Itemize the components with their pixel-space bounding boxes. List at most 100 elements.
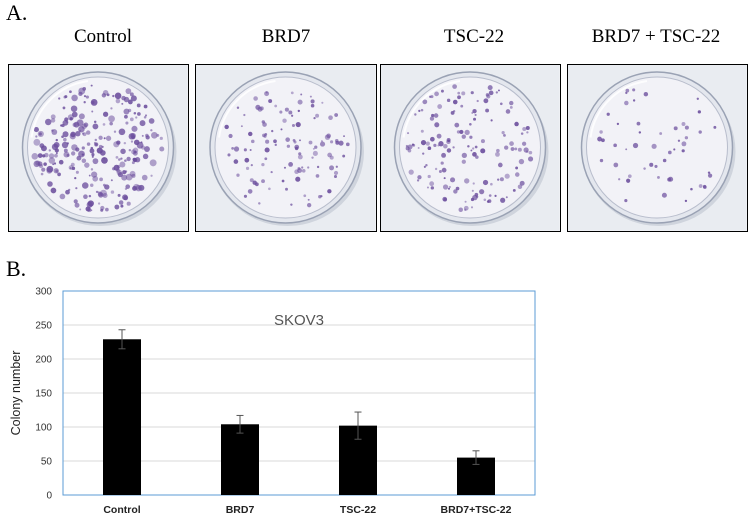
colony-dot (333, 174, 338, 179)
colony-dot (290, 91, 294, 95)
colony-dot (627, 174, 632, 179)
colony-dot (57, 172, 61, 177)
colony-dot (416, 179, 420, 182)
plate-photo-brd7-tsc22 (567, 64, 748, 232)
colony-dot (236, 106, 240, 109)
colony-dot (99, 177, 103, 182)
bar (103, 339, 141, 495)
colony-dot (677, 139, 681, 142)
colony-dot (39, 143, 45, 149)
colony-dot (459, 129, 464, 135)
colony-dot (452, 84, 457, 89)
colony-dot (625, 88, 630, 93)
colony-dot (105, 207, 109, 212)
colony-dot (118, 200, 124, 205)
colony-dot (38, 132, 42, 136)
colony-dot (438, 141, 444, 147)
colony-dot (90, 84, 93, 87)
colony-dot (463, 205, 469, 211)
colony-dot (94, 138, 98, 142)
colony-dot (295, 176, 301, 182)
colony-dot (430, 186, 435, 190)
colony-dot (437, 104, 443, 109)
colony-dot (474, 192, 479, 197)
colony-dot (88, 174, 91, 177)
colony-dot (487, 199, 492, 203)
colony-dot (456, 130, 461, 134)
colony-dot (643, 91, 649, 97)
colony-dot (129, 117, 134, 122)
colony-dot (70, 131, 76, 138)
colony-dot (54, 153, 58, 158)
colony-dot (668, 150, 672, 155)
colony-dot (480, 148, 486, 154)
colony-dot (319, 141, 326, 147)
colony-dot (261, 163, 265, 167)
colony-dot (485, 108, 490, 113)
colony-dot (110, 190, 115, 194)
colony-dot (284, 107, 289, 112)
colony-dot (76, 119, 84, 127)
colony-dot (43, 162, 47, 166)
colony-dot (78, 113, 85, 120)
chart-bars (103, 329, 495, 495)
colony-dot (33, 127, 39, 133)
colony-dot (233, 159, 239, 164)
colony-dot (248, 131, 253, 137)
colony-dot (681, 141, 687, 147)
colony-dot (290, 203, 293, 206)
colony-dot (343, 135, 345, 138)
colony-dot (470, 149, 473, 152)
colony-dot (526, 131, 529, 134)
colony-dot (483, 98, 489, 104)
colony-dot (471, 111, 474, 114)
colony-dot (51, 129, 58, 135)
colony-dot (143, 115, 147, 119)
colony-dot (659, 132, 663, 135)
colony-dot (681, 122, 686, 126)
colony-dot (35, 135, 38, 138)
colony-dot (434, 122, 440, 128)
colony-dot (227, 153, 231, 157)
colony-dot (503, 133, 506, 137)
colony-dot (122, 170, 127, 175)
colony-dot (53, 162, 57, 165)
colony-dot (261, 179, 265, 184)
colony-dot (301, 169, 306, 173)
colony-dot (279, 110, 283, 114)
error-bar (236, 414, 244, 434)
colony-dot (335, 138, 339, 143)
colony-dot (505, 196, 508, 199)
colony-dot (98, 192, 104, 198)
colony-dot (92, 158, 99, 165)
colony-dot (98, 144, 103, 149)
colony-dot (433, 143, 437, 147)
colony-dot (298, 152, 302, 156)
colony-dot (327, 189, 332, 194)
colony-dot (461, 152, 467, 159)
colony-dot (442, 196, 448, 202)
colony-dot (517, 147, 522, 152)
colony-dot (476, 195, 479, 198)
colony-dot (265, 139, 270, 144)
colony-dot (142, 153, 149, 160)
y-axis-label: Colony number (9, 351, 23, 436)
colony-dot (79, 129, 82, 132)
colony-dot (707, 171, 711, 174)
colony-dot (430, 136, 435, 142)
error-bar (118, 329, 126, 350)
colony-dot (417, 146, 420, 149)
colony-dot (454, 122, 460, 128)
colony-dot (102, 192, 108, 198)
colony-dot (643, 167, 646, 170)
colony-dot (470, 91, 474, 95)
colony-dot (35, 160, 41, 166)
colony-dot (430, 95, 434, 99)
colony-dot (50, 118, 56, 123)
colony-dot (55, 138, 58, 142)
colony-dot (427, 174, 431, 179)
colony-dot (422, 152, 425, 155)
colony-dot (71, 94, 78, 102)
colony-dot (420, 129, 424, 133)
colony-dot (121, 174, 128, 181)
